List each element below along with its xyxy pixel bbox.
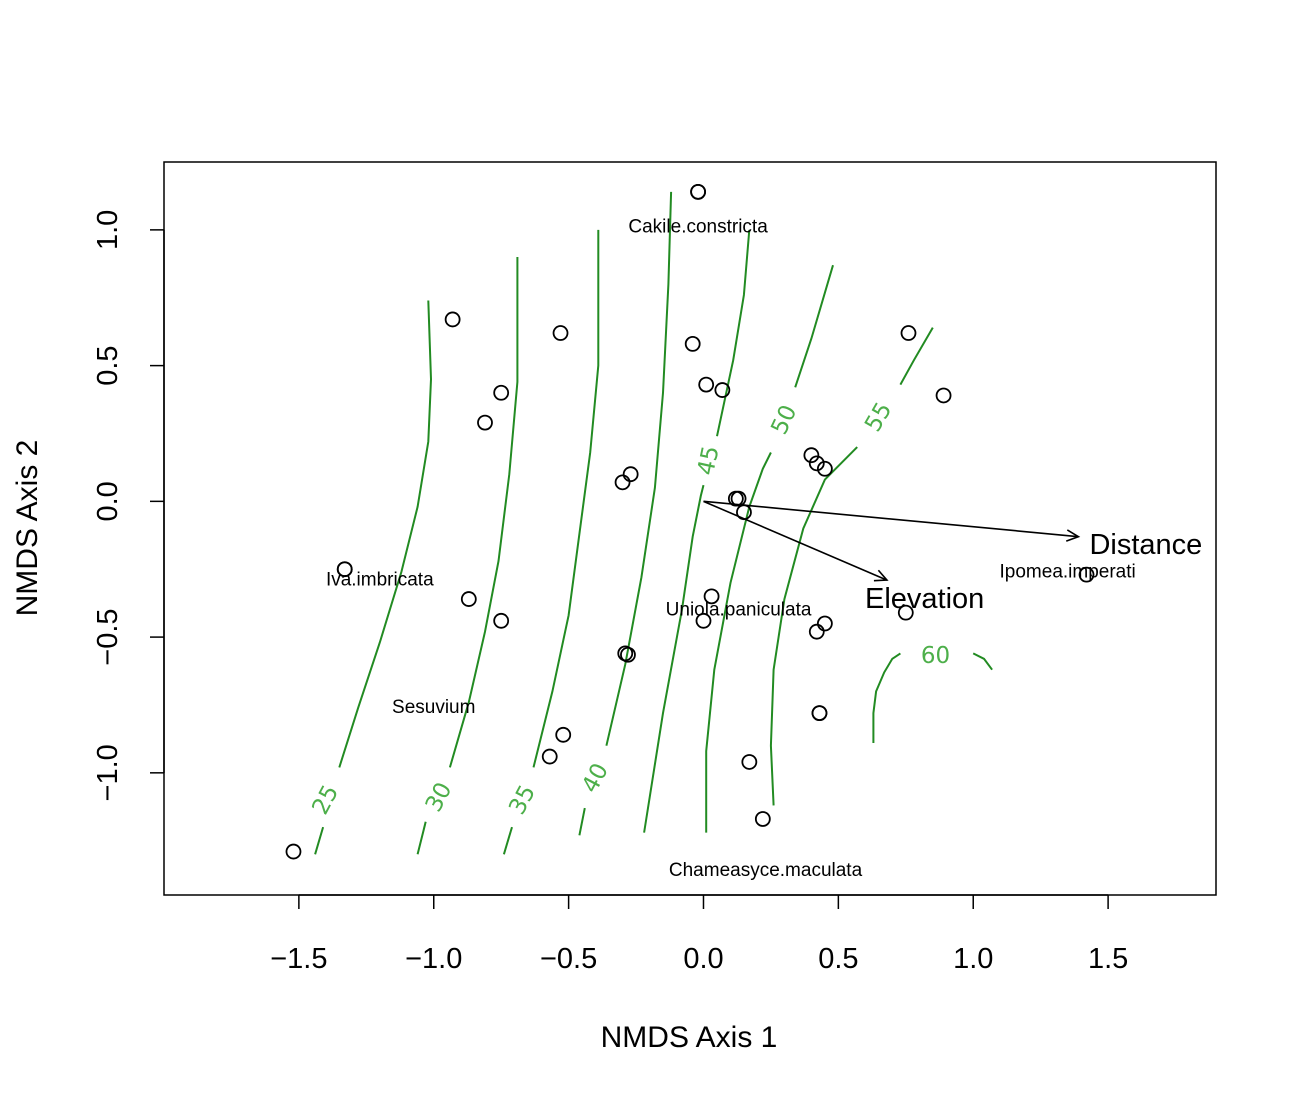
contour-line-60: [972, 652, 993, 671]
site-point: [808, 455, 825, 472]
site-points: [285, 183, 1095, 860]
vector-layer: Elevation Distance: [703, 500, 1202, 615]
contour-line-55: [899, 327, 934, 386]
contour-line-50: [794, 264, 834, 388]
vector-label-elevation: Elevation: [865, 583, 984, 615]
species-label: Ipomea.imperati: [1000, 561, 1136, 582]
site-point: [754, 811, 771, 827]
x-axis-title: NMDS Axis 1: [601, 1021, 778, 1054]
site-point: [695, 612, 712, 629]
site-point: [714, 382, 731, 398]
y-tick-label: 0.0: [92, 481, 124, 521]
vector-arrow-distance: [703, 500, 1079, 538]
site-point: [614, 474, 631, 491]
contour-line-55: [769, 446, 858, 806]
site-point: [690, 183, 706, 200]
site-point: [900, 325, 917, 341]
x-tick-label: −1.0: [405, 943, 462, 975]
contour-line-25: [314, 826, 325, 855]
site-point: [1078, 566, 1095, 583]
species-label: Sesuvium: [392, 697, 475, 718]
species-label: Cakile.constricta: [628, 217, 768, 238]
y-tick-label: −1.0: [92, 744, 124, 801]
site-point: [730, 490, 747, 507]
site-point: [703, 588, 720, 605]
contour-label-60: 60: [921, 643, 950, 669]
site-point: [493, 384, 510, 401]
site-point: [552, 325, 569, 341]
x-tick-label: 0.0: [683, 943, 723, 975]
vector-arrow-elevation: [703, 500, 888, 581]
site-point: [336, 561, 353, 578]
vector-label-distance: Distance: [1089, 529, 1202, 561]
y-axis-title: NMDS Axis 2: [11, 440, 44, 617]
x-tick-label: 1.5: [1088, 943, 1128, 975]
site-point: [816, 460, 833, 477]
contour-line-25: [338, 300, 433, 768]
y-axis: −1.0 −0.5 0.0 0.5 1.0: [92, 210, 165, 801]
site-point: [935, 387, 952, 404]
site-point: [555, 726, 572, 743]
contour-line-45: [716, 229, 751, 437]
site-point: [811, 705, 828, 722]
site-point: [736, 504, 752, 521]
contour-line-35: [502, 826, 513, 855]
y-tick-label: 1.0: [92, 210, 124, 250]
site-point: [285, 843, 302, 860]
site-point: [460, 591, 477, 607]
vector-arrowhead-distance: [1065, 529, 1081, 542]
site-point: [622, 466, 639, 483]
site-point: [493, 612, 510, 629]
contour-line-60: [872, 652, 901, 743]
site-point: [477, 414, 493, 431]
species-labels: Cakile.constricta Iva.imbricata Sesuvium Un…: [326, 217, 1136, 881]
contour-line-30: [416, 821, 427, 855]
site-point: [803, 447, 820, 464]
site-point: [897, 604, 914, 621]
contour-line-40: [605, 191, 673, 746]
site-point: [816, 615, 833, 632]
site-point: [741, 754, 758, 770]
contour-label-45: 45: [693, 444, 725, 478]
x-tick-label: 1.0: [953, 943, 993, 975]
site-point: [541, 748, 558, 765]
x-tick-label: −1.5: [270, 943, 327, 975]
vector-arrowhead-elevation: [873, 569, 889, 582]
species-label: Chameasyce.maculata: [669, 860, 863, 881]
y-tick-label: −0.5: [92, 608, 124, 665]
x-tick-label: 0.5: [818, 943, 858, 975]
x-tick-label: −0.5: [540, 943, 597, 975]
contour-line-30: [448, 257, 519, 768]
x-axis: −1.5 −1.0 −0.5 0.0 0.5 1.0 1.5: [270, 894, 1128, 975]
contour-line-45: [643, 484, 705, 833]
site-point: [698, 376, 715, 393]
site-point: [808, 623, 825, 640]
contour-line-40: [578, 807, 586, 836]
contour-line-50: [705, 452, 772, 833]
contour-line-35: [532, 229, 600, 768]
species-label: Uniola.paniculata: [666, 599, 812, 620]
site-point: [620, 646, 636, 663]
site-point: [684, 335, 701, 352]
site-point: [444, 311, 461, 328]
species-label: Iva.imbricata: [326, 570, 434, 591]
y-tick-label: 0.5: [92, 345, 124, 385]
